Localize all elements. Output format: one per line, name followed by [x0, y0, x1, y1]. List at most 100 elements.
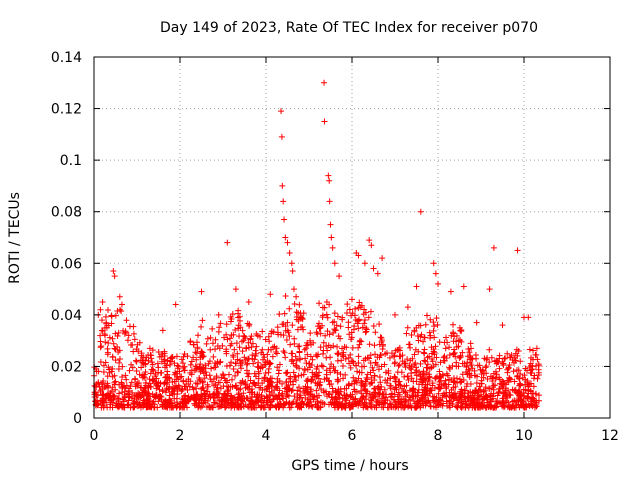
data-point-bulk [284, 319, 291, 326]
data-point-bulk [332, 327, 339, 334]
data-point-bulk [424, 354, 431, 361]
data-point-bulk [509, 403, 516, 410]
data-point-bulk [243, 345, 250, 352]
data-point-bulk [276, 311, 283, 318]
x-tick-label: 2 [176, 428, 185, 444]
data-point-bulk [323, 354, 330, 361]
data-point-bulk [517, 391, 524, 398]
data-point-bulk [478, 371, 485, 378]
data-point [329, 244, 336, 251]
data-point-bulk [320, 389, 327, 396]
data-point-bulk [233, 382, 240, 389]
data-point-bulk [279, 380, 286, 387]
data-point-bulk [232, 327, 239, 334]
data-point-bulk [329, 394, 336, 401]
data-point-bulk [300, 385, 307, 392]
data-point-bulk [391, 360, 398, 367]
data-point-bulk [98, 317, 105, 324]
data-point-bulk [99, 402, 106, 409]
data-point-bulk [483, 370, 490, 377]
data-point-bulk [396, 347, 403, 354]
data-point-bulk [404, 373, 411, 380]
data-point-bulk [254, 363, 261, 370]
data-point-bulk [184, 386, 191, 393]
data-point [328, 234, 335, 241]
data-point-bulk [290, 398, 297, 405]
data-point-bulk [333, 322, 340, 329]
data-point-bulk [98, 343, 105, 350]
data-point-bulk [259, 380, 266, 387]
data-point-bulk [380, 404, 387, 411]
data-point-bulk [236, 333, 243, 340]
data-point-bulk [227, 392, 234, 399]
data-point-bulk [262, 361, 269, 368]
data-point-bulk [358, 369, 365, 376]
data-point-bulk [388, 390, 395, 397]
data-point-bulk [530, 383, 537, 390]
data-point-bulk [199, 379, 206, 386]
data-point [368, 242, 375, 249]
data-point-bulk [204, 335, 211, 342]
data-point-bulk [227, 342, 234, 349]
data-point-bulk [296, 355, 303, 362]
data-point-bulk [417, 373, 424, 380]
data-point-bulk [474, 373, 481, 380]
y-tick-labels: 0 0.02 0.04 0.06 0.08 0.1 0.12 0.14 [51, 50, 82, 427]
data-point [224, 239, 231, 246]
data-point-bulk [250, 380, 257, 387]
data-point-bulk [518, 398, 525, 405]
data-point-bulk [432, 374, 439, 381]
data-point-bulk [385, 404, 392, 411]
data-point-bulk [262, 370, 269, 377]
data-point-bulk [430, 363, 437, 370]
data-point-bulk [355, 317, 362, 324]
data-point-bulk [302, 395, 309, 402]
data-point-bulk [123, 376, 130, 383]
data-point-bulk [458, 398, 465, 405]
data-point-bulk [372, 351, 379, 358]
data-point-bulk [180, 378, 187, 385]
data-point-bulk [307, 353, 314, 360]
data-point-bulk [222, 390, 229, 397]
data-point-bulk [223, 321, 230, 328]
data-point-bulk [393, 403, 400, 410]
data-point-bulk [334, 351, 341, 358]
data-point-bulk [102, 395, 109, 402]
data-point-bulk [149, 366, 156, 373]
data-point-bulk [291, 393, 298, 400]
data-point-bulk [196, 376, 203, 383]
data-point-bulk [241, 395, 248, 402]
data-point-bulk [293, 377, 300, 384]
data-point-bulk [343, 397, 350, 404]
data-point-bulk [187, 339, 194, 346]
data-point-bulk [174, 365, 181, 372]
data-point-bulk [358, 390, 365, 397]
data-point-bulk [225, 371, 232, 378]
data-point-bulk [235, 369, 242, 376]
data-point-bulk [251, 400, 258, 407]
data-point-bulk [247, 377, 254, 384]
data-point-bulk [292, 353, 299, 360]
data-point-bulk [450, 384, 457, 391]
data-point-bulk [232, 372, 239, 379]
data-point-bulk [503, 381, 510, 388]
data-point-bulk [313, 387, 320, 394]
data-point-bulk [454, 375, 461, 382]
data-point-bulk [345, 354, 352, 361]
data-points [91, 79, 543, 411]
data-point [525, 314, 532, 321]
data-point-bulk [228, 332, 235, 339]
data-point-bulk [399, 352, 406, 359]
data-point-bulk [239, 359, 246, 366]
data-point-bulk [219, 371, 226, 378]
data-point-bulk [403, 382, 410, 389]
data-point-bulk [168, 404, 175, 411]
data-point [331, 260, 338, 267]
data-point-bulk [159, 401, 166, 408]
data-point-bulk [193, 363, 200, 370]
data-point-bulk [472, 352, 479, 359]
data-point-bulk [500, 360, 507, 367]
data-point-bulk [244, 360, 251, 367]
data-point-bulk [286, 399, 293, 406]
